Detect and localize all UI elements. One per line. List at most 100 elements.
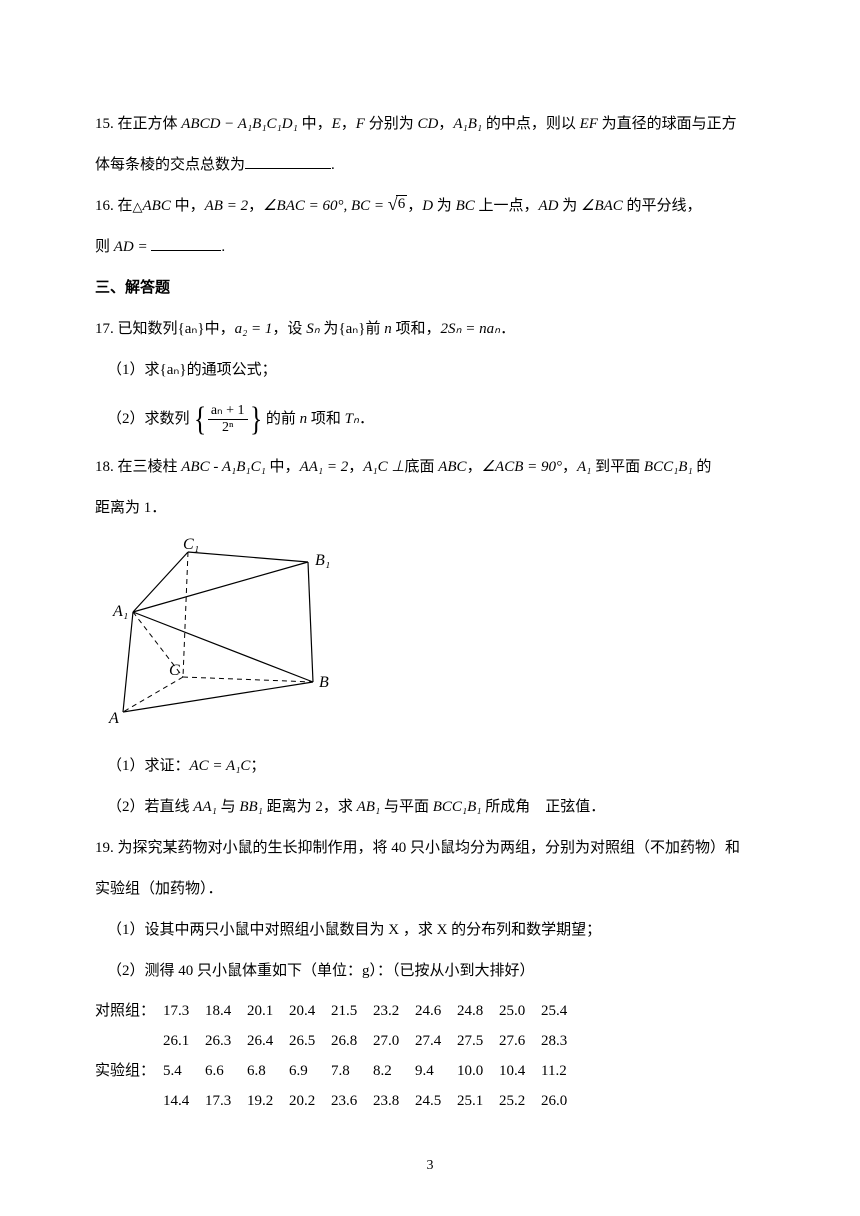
text: 为探究某药物对小鼠的生长抑制作用，将 40 只小鼠均分为两组，分别为对照组（不加… <box>118 840 741 856</box>
sequence: {aₙ} <box>178 321 205 337</box>
vertex-label-c1: C₁ <box>183 537 199 553</box>
data-value: 20.1 <box>247 996 289 1026</box>
data-value: 10.4 <box>499 1056 541 1086</box>
text: 到平面 <box>591 459 644 475</box>
data-value: 24.6 <box>415 996 457 1026</box>
math: AB = 2 <box>205 198 248 214</box>
sequence: {aₙ} <box>338 321 365 337</box>
q18-line1: 18. 在三棱柱 ABC - A₁B₁C₁ 中，AA₁ = 2，A₁C ⊥底面 … <box>95 451 765 484</box>
text: 在三棱柱 <box>118 459 182 475</box>
q18-part1: （1）求证：AC = A₁C； <box>107 750 765 783</box>
control-label: 对照组： <box>95 996 163 1026</box>
data-value: 19.2 <box>247 1086 289 1116</box>
text: 中， <box>298 116 332 132</box>
math: A₁ <box>577 459 591 475</box>
math: BC = <box>351 198 388 214</box>
q19-line2: 实验组（加药物）． <box>95 873 765 906</box>
text: 为 <box>433 198 456 214</box>
data-value: 9.4 <box>415 1056 457 1086</box>
vertex-label-a: A <box>108 710 119 727</box>
text: 分别为 <box>365 116 418 132</box>
math: D <box>422 198 433 214</box>
math: Tₙ <box>345 411 359 427</box>
answer-blank <box>151 234 221 252</box>
prism-figure: C₁ B₁ A₁ C B A <box>103 537 765 740</box>
math: ABC <box>143 198 171 214</box>
text: 已知数列 <box>118 321 178 337</box>
q17-part2: （2）求数列{aₙ + 12ⁿ}的前 n 项和 Tₙ． <box>107 401 765 437</box>
text: 的 <box>693 459 712 475</box>
control-row2: 26.126.326.426.526.827.027.427.527.628.3 <box>163 1026 583 1056</box>
data-value: 25.1 <box>457 1086 499 1116</box>
text: 项和 <box>307 411 345 427</box>
braced-fraction: {aₙ + 12ⁿ} <box>192 403 264 437</box>
data-value: 25.0 <box>499 996 541 1026</box>
text: ． <box>500 321 515 337</box>
text: ， <box>248 198 263 214</box>
data-value: 25.2 <box>499 1086 541 1116</box>
text: 中， <box>205 321 235 337</box>
vertex-label-a1: A₁ <box>112 603 128 620</box>
math: AD <box>539 198 559 214</box>
q18-line2: 距离为 1． <box>95 492 765 525</box>
q19-num: 19. <box>95 840 114 856</box>
q16-line2: 则 AD = . <box>95 231 765 264</box>
data-value: 23.6 <box>331 1086 373 1116</box>
data-value: 25.4 <box>541 996 583 1026</box>
math: BCC₁B₁ <box>433 799 482 815</box>
text: 体每条棱的交点总数为 <box>95 157 245 173</box>
text: 在正方体 <box>118 116 182 132</box>
q19-line1: 19. 为探究某药物对小鼠的生长抑制作用，将 40 只小鼠均分为两组，分别为对照… <box>95 832 765 865</box>
text: 底面 <box>404 459 438 475</box>
text: ； <box>250 758 265 774</box>
data-value: 23.2 <box>373 996 415 1026</box>
data-value: 27.0 <box>373 1026 415 1056</box>
data-value: 27.6 <box>499 1026 541 1056</box>
data-value: 27.4 <box>415 1026 457 1056</box>
text: ， <box>562 459 577 475</box>
experiment-row1: 5.46.66.86.97.88.29.410.010.411.2 <box>163 1056 583 1086</box>
section-heading: 三、解答题 <box>95 272 765 305</box>
sequence: {aₙ} <box>160 362 187 378</box>
q15-line2: 体每条棱的交点总数为. <box>95 149 765 182</box>
text: 与 <box>217 799 240 815</box>
text: 上一点， <box>475 198 539 214</box>
q17-num: 17. <box>95 321 114 337</box>
text: 则 <box>95 239 114 255</box>
q19-part2: （2）测得 40 只小鼠体重如下（单位：g）：（已按从小到大排好） <box>107 955 765 988</box>
text: 的平分线， <box>623 198 702 214</box>
text: . <box>331 157 335 173</box>
experiment-group-data: 实验组： 5.46.66.86.97.88.29.410.010.411.2 1… <box>95 1056 765 1116</box>
text: 中， <box>266 459 300 475</box>
math: a₂ = 1 <box>235 321 273 337</box>
data-value: 24.5 <box>415 1086 457 1116</box>
text: （1）求 <box>107 362 160 378</box>
q16-num: 16. <box>95 198 114 214</box>
data-value: 7.8 <box>331 1056 373 1086</box>
triangle-icon: △ <box>133 199 143 214</box>
math: n <box>384 321 392 337</box>
experiment-label: 实验组： <box>95 1056 163 1086</box>
data-value: 26.5 <box>289 1026 331 1056</box>
text: . <box>221 239 225 255</box>
vertex-label-b1: B₁ <box>315 552 330 569</box>
text: 前 <box>365 321 384 337</box>
data-value: 26.3 <box>205 1026 247 1056</box>
control-row1: 17.318.420.120.421.523.224.624.825.025.4 <box>163 996 583 1026</box>
text: ， <box>348 459 363 475</box>
page: 15. 在正方体 ABCD − A₁B₁C₁D₁ 中，E，F 分别为 CD，A₁… <box>0 0 860 1216</box>
data-value: 10.0 <box>457 1056 499 1086</box>
data-value: 27.5 <box>457 1026 499 1056</box>
q18-part2: （2）若直线 AA₁ 与 BB₁ 距离为 2，求 AB₁ 与平面 BCC₁B₁ … <box>107 791 765 824</box>
page-number: 3 <box>0 1151 860 1182</box>
math: ABC <box>438 459 466 475</box>
data-value: 20.4 <box>289 996 331 1026</box>
math: F <box>356 116 365 132</box>
text: （1）求证： <box>107 758 190 774</box>
data-value: 26.0 <box>541 1086 583 1116</box>
math: ∠BAC = 60°, <box>263 198 347 214</box>
experiment-row2: 14.417.319.220.223.623.824.525.125.226.0 <box>163 1086 583 1116</box>
text: ， <box>467 459 482 475</box>
text: ， <box>341 116 356 132</box>
math: AB₁ <box>357 799 381 815</box>
